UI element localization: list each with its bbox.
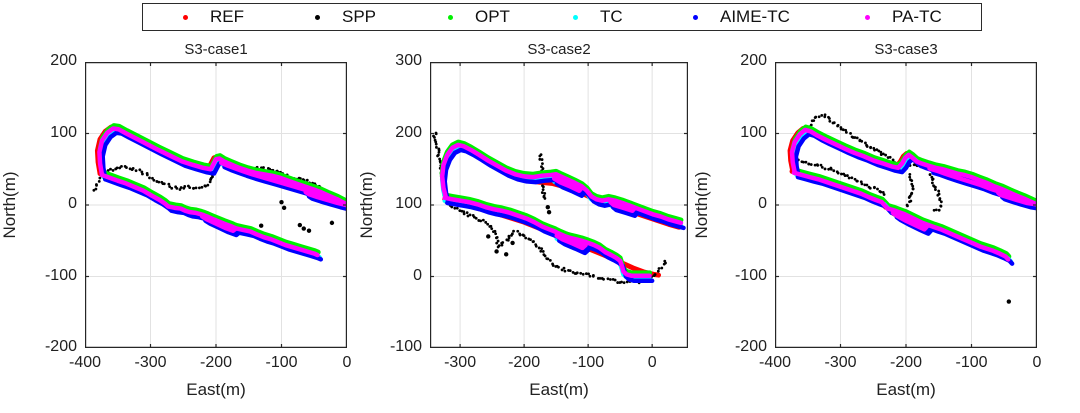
y-tick-label: 0 bbox=[68, 195, 77, 212]
ref-marker-icon bbox=[183, 14, 188, 20]
x-tick-label: -200 bbox=[199, 354, 233, 371]
x-axis-label-case3: East(m) bbox=[876, 380, 936, 399]
opt-marker-icon bbox=[448, 14, 453, 20]
x-tick-label: -300 bbox=[824, 354, 857, 371]
x-axis-label-case2: East(m) bbox=[529, 380, 589, 399]
x-tick-label: -100 bbox=[572, 354, 605, 371]
y-tick-label: -100 bbox=[44, 266, 77, 284]
x-tick-label: -200 bbox=[889, 354, 923, 371]
legend-entry-aime-tc: AIME-TC bbox=[693, 4, 790, 30]
y-tick-label: 100 bbox=[395, 195, 422, 212]
x-tick-label: -100 bbox=[955, 354, 988, 371]
legend-entry-opt: OPT bbox=[448, 4, 510, 30]
legend-label: AIME-TC bbox=[720, 7, 790, 26]
y-tick-label: -200 bbox=[734, 338, 767, 355]
legend: REF SPP OPT TC AIME-TC PA-TC bbox=[142, 3, 982, 31]
legend-entry-spp: SPP bbox=[315, 4, 376, 30]
x-tick-label: -100 bbox=[265, 354, 298, 371]
y-tick-label: 200 bbox=[740, 52, 767, 69]
x-tick-label: -200 bbox=[508, 354, 541, 371]
legend-label: PA-TC bbox=[892, 7, 942, 26]
legend-entry-pa-tc: PA-TC bbox=[865, 4, 942, 30]
y-axis-label-case1: North(m) bbox=[0, 171, 19, 239]
chart-title-case3: S3-case3 bbox=[874, 41, 938, 58]
legend-label: REF bbox=[210, 7, 244, 26]
x-axis-label-case1: East(m) bbox=[186, 380, 246, 399]
x-tick-label: -300 bbox=[134, 354, 167, 371]
plot-area-case1 bbox=[85, 62, 347, 348]
plot-area-case2 bbox=[430, 62, 688, 348]
x-tick-label: -400 bbox=[68, 354, 102, 371]
chart-title-case2: S3-case2 bbox=[527, 41, 591, 58]
spp-marker-icon bbox=[315, 14, 320, 20]
aime-tc-marker-icon bbox=[693, 14, 698, 20]
legend-label: SPP bbox=[342, 7, 377, 26]
x-tick-label: 0 bbox=[342, 354, 352, 371]
legend-label: OPT bbox=[475, 7, 510, 26]
y-tick-label: -200 bbox=[44, 338, 77, 355]
y-tick-label: 0 bbox=[413, 266, 422, 284]
y-tick-label: 200 bbox=[50, 52, 77, 69]
pa-tc-marker-icon bbox=[865, 14, 870, 20]
tc-marker-icon bbox=[573, 14, 578, 20]
x-tick-label: -400 bbox=[758, 354, 792, 371]
y-tick-label: 100 bbox=[740, 123, 767, 141]
legend-label: TC bbox=[600, 7, 623, 26]
x-tick-label: 0 bbox=[647, 354, 657, 371]
legend-entry-tc: TC bbox=[573, 4, 623, 30]
y-tick-label: 300 bbox=[395, 52, 422, 69]
x-tick-label: 0 bbox=[1032, 354, 1042, 371]
y-tick-label: 100 bbox=[50, 123, 77, 141]
plot-area-case3 bbox=[775, 62, 1037, 348]
y-tick-label: -100 bbox=[734, 266, 767, 284]
chart-title-case1: S3-case1 bbox=[184, 41, 248, 58]
y-tick-label: -100 bbox=[389, 338, 422, 355]
legend-entry-ref: REF bbox=[183, 4, 244, 30]
y-tick-label: 200 bbox=[395, 123, 422, 141]
y-tick-label: 0 bbox=[758, 195, 767, 212]
x-tick-label: -300 bbox=[444, 354, 477, 371]
